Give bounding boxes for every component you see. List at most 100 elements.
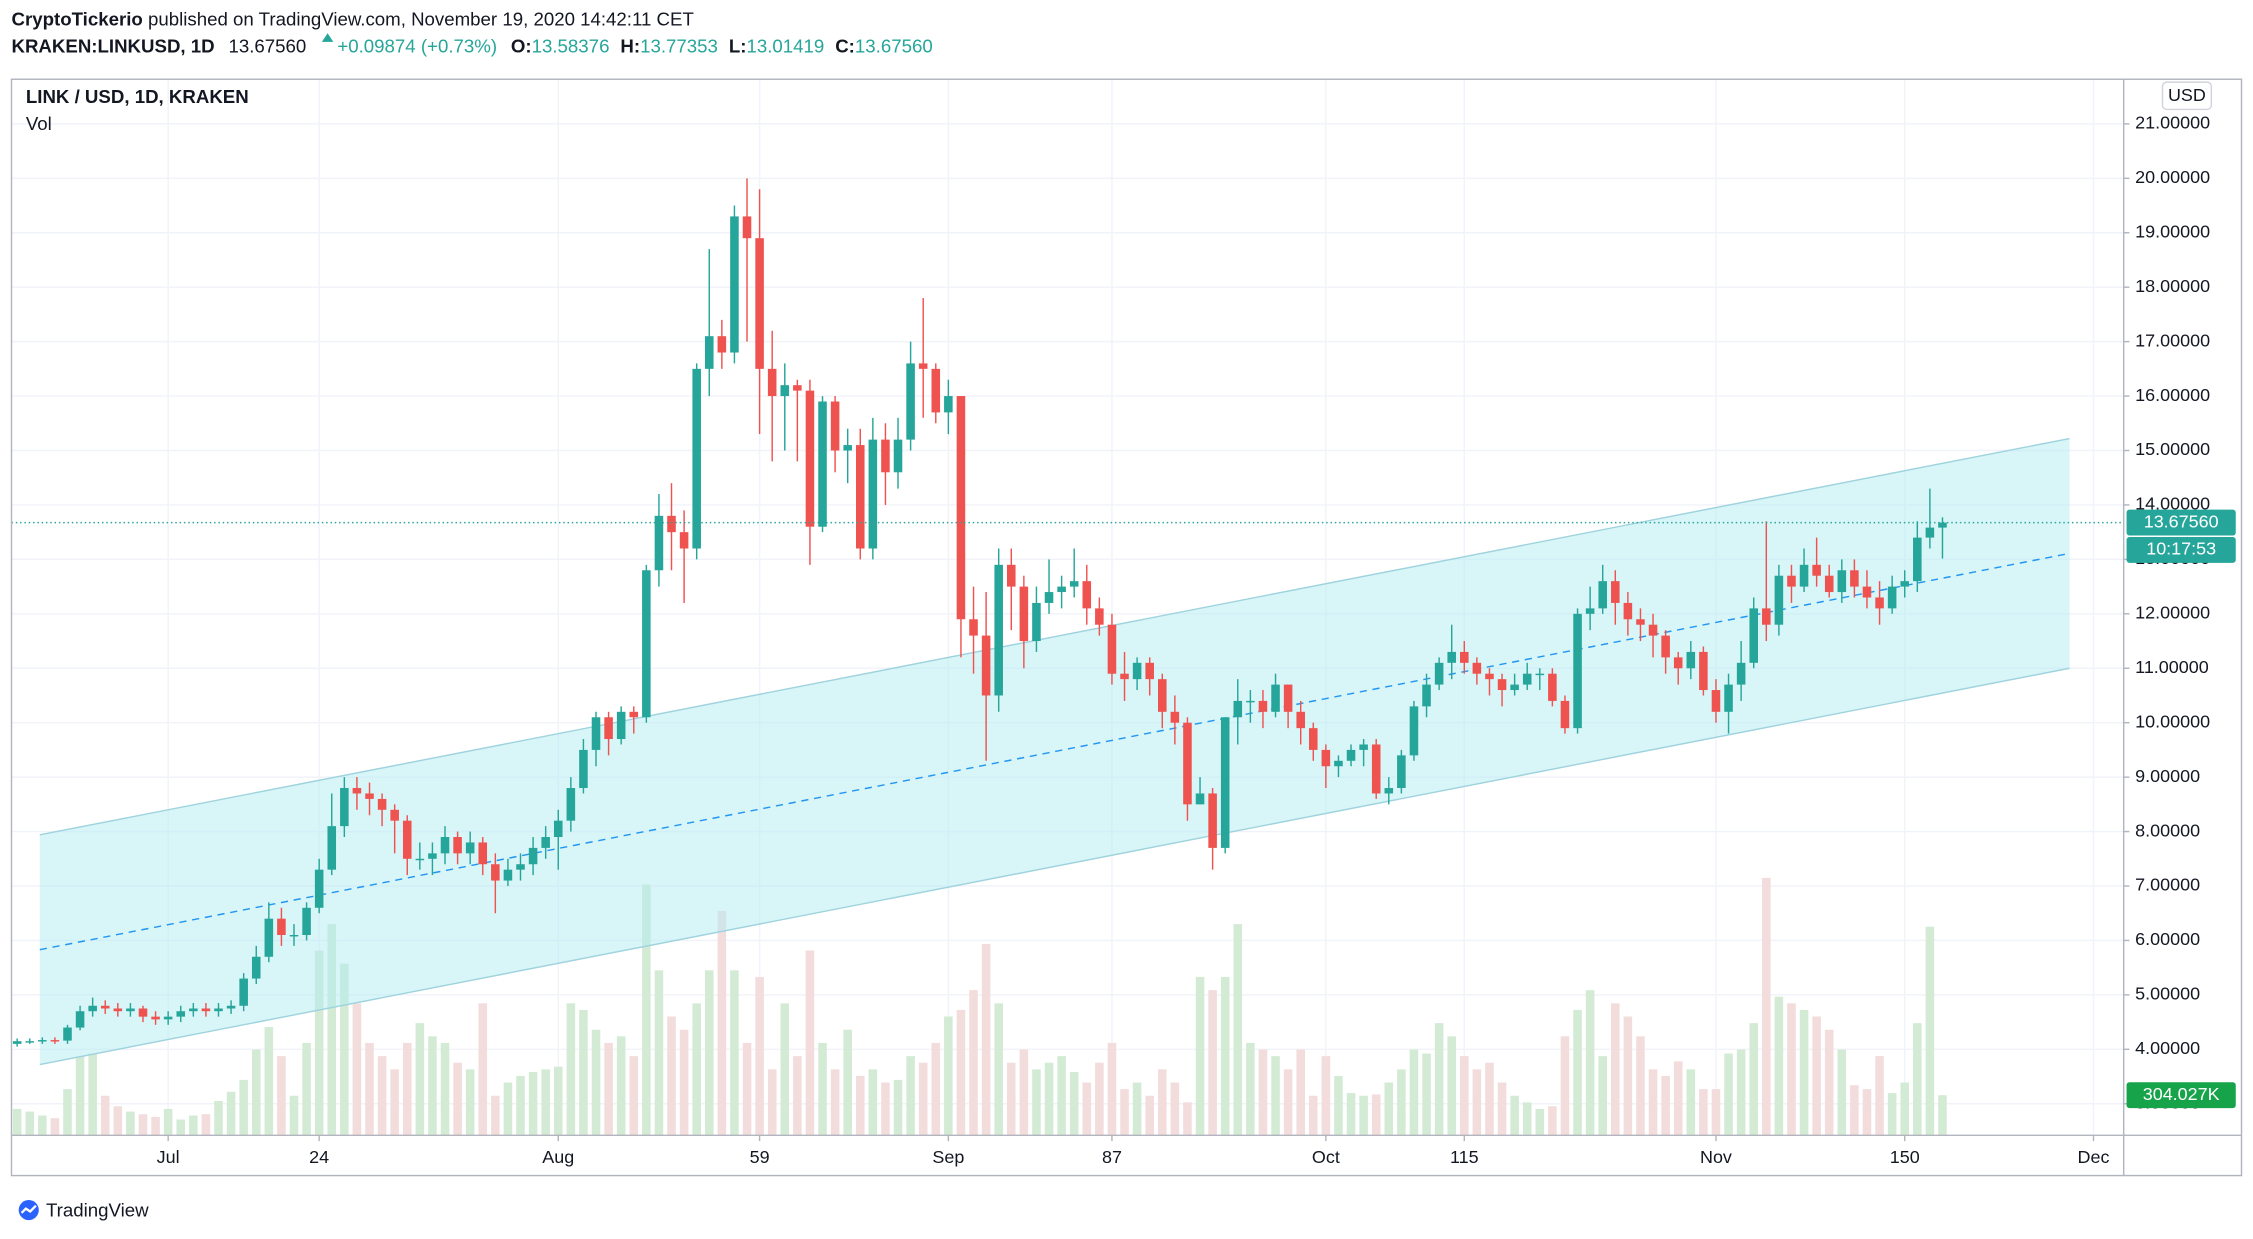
volume-bar [855, 1075, 865, 1136]
candle-body [1623, 602, 1633, 620]
candle-body [1321, 749, 1331, 767]
x-tick-label: Dec [2078, 1147, 2110, 1167]
candle-body [1711, 690, 1721, 712]
volume-bar [1535, 1108, 1545, 1136]
candle-body [1736, 662, 1746, 685]
candle-body [1233, 700, 1243, 718]
published: published on TradingView.com, November 1… [148, 8, 694, 29]
volume-bar [679, 1029, 689, 1136]
candle-body [75, 1011, 85, 1028]
volume-bar [1925, 926, 1935, 1136]
ohlc-value: 13.77353 [640, 36, 718, 57]
volume-bar [38, 1115, 47, 1136]
candle-body [755, 238, 764, 369]
volume-bar [604, 1042, 613, 1136]
candle-body [616, 711, 626, 740]
candle-body [1762, 608, 1771, 625]
candle-body [1283, 684, 1293, 712]
candle-body [1560, 700, 1570, 729]
volume-bar [277, 1056, 286, 1136]
volume-bar [868, 1069, 878, 1136]
candle-body [1862, 586, 1872, 598]
volume-bar [1095, 1062, 1104, 1136]
candle-body [478, 842, 488, 865]
volume-bar [503, 1082, 513, 1136]
volume-bar [1447, 1036, 1456, 1136]
volume-tag [2126, 1082, 2236, 1109]
up-arrow-icon [321, 33, 334, 42]
volume-bar [1850, 1085, 1859, 1136]
candle-body [818, 401, 827, 527]
volume-bar [541, 1069, 550, 1136]
volume-bar [1460, 1056, 1469, 1136]
candle-body [1548, 673, 1557, 701]
volume-bar [1636, 1036, 1645, 1136]
currency-box [2161, 81, 2213, 111]
volume-bar [1246, 1042, 1255, 1136]
countdown-label: 10:17:53 [2146, 539, 2216, 559]
candle-body [1787, 575, 1796, 587]
volume-bar [1787, 1003, 1796, 1136]
y-tick-label: 19.00000 [2135, 222, 2210, 242]
candle-body [1082, 581, 1092, 609]
y-tick-label: 21.00000 [2135, 113, 2210, 133]
volume-bar [352, 1003, 362, 1136]
candle-body [113, 1008, 123, 1012]
candle-body [566, 788, 576, 821]
candle-body [1648, 624, 1658, 636]
candle-body [528, 847, 538, 865]
volume-bar [1762, 877, 1771, 1136]
candle-body [667, 515, 676, 533]
y-tick-label: 8.00000 [2135, 820, 2200, 840]
candle-body [1246, 700, 1255, 703]
volume-bar [1170, 1082, 1180, 1136]
candle-body [730, 216, 739, 353]
x-tick-label: 150 [1890, 1147, 1920, 1167]
volume-bar [1938, 1095, 1947, 1136]
candle-body [1661, 635, 1670, 658]
candle-body [289, 935, 299, 937]
volume-bar [516, 1075, 525, 1136]
channel-upper [39, 437, 2070, 836]
volume-bar [642, 884, 651, 1136]
volume-bar [1724, 1053, 1733, 1136]
candle-body [780, 385, 790, 397]
candle-body [793, 385, 802, 391]
candle-body [604, 717, 613, 740]
y-tick-label: 6.00000 [2135, 929, 2200, 949]
volume-bar [1107, 1042, 1117, 1136]
candle-body [63, 1027, 72, 1041]
candle-body [465, 842, 475, 854]
candle-body [189, 1008, 198, 1012]
candle-body [931, 368, 941, 413]
candle-body [1006, 564, 1016, 587]
candle-body [868, 439, 878, 549]
candle-body [1749, 608, 1758, 663]
volume-bar [453, 1062, 462, 1136]
volume-bar [428, 1036, 437, 1136]
volume-bar [289, 1095, 299, 1136]
volume-bar [1044, 1062, 1054, 1136]
candle-body [956, 396, 966, 620]
candle-body [352, 788, 362, 794]
header-line: CryptoTickerio published on TradingView.… [11, 8, 693, 29]
volume-bar [881, 1082, 890, 1136]
volume-bar [1648, 1069, 1658, 1136]
candle-body [1057, 586, 1066, 593]
volume-bar [75, 1056, 85, 1136]
volume-bar [1711, 1089, 1721, 1136]
y-tick-label: 7.00000 [2135, 875, 2200, 895]
volume-bar [251, 1049, 261, 1136]
candle-body [226, 1005, 236, 1009]
volume-bar [1384, 1082, 1394, 1136]
candle-body [1132, 662, 1142, 680]
volume-bar [906, 1056, 915, 1136]
candle-body [176, 1011, 186, 1017]
channel-area [39, 438, 2070, 1065]
volume-bar [742, 1042, 752, 1136]
candle-body [453, 837, 462, 854]
candle-body [1296, 711, 1305, 729]
candle-body [402, 820, 412, 859]
volume-bar [1686, 1069, 1696, 1136]
